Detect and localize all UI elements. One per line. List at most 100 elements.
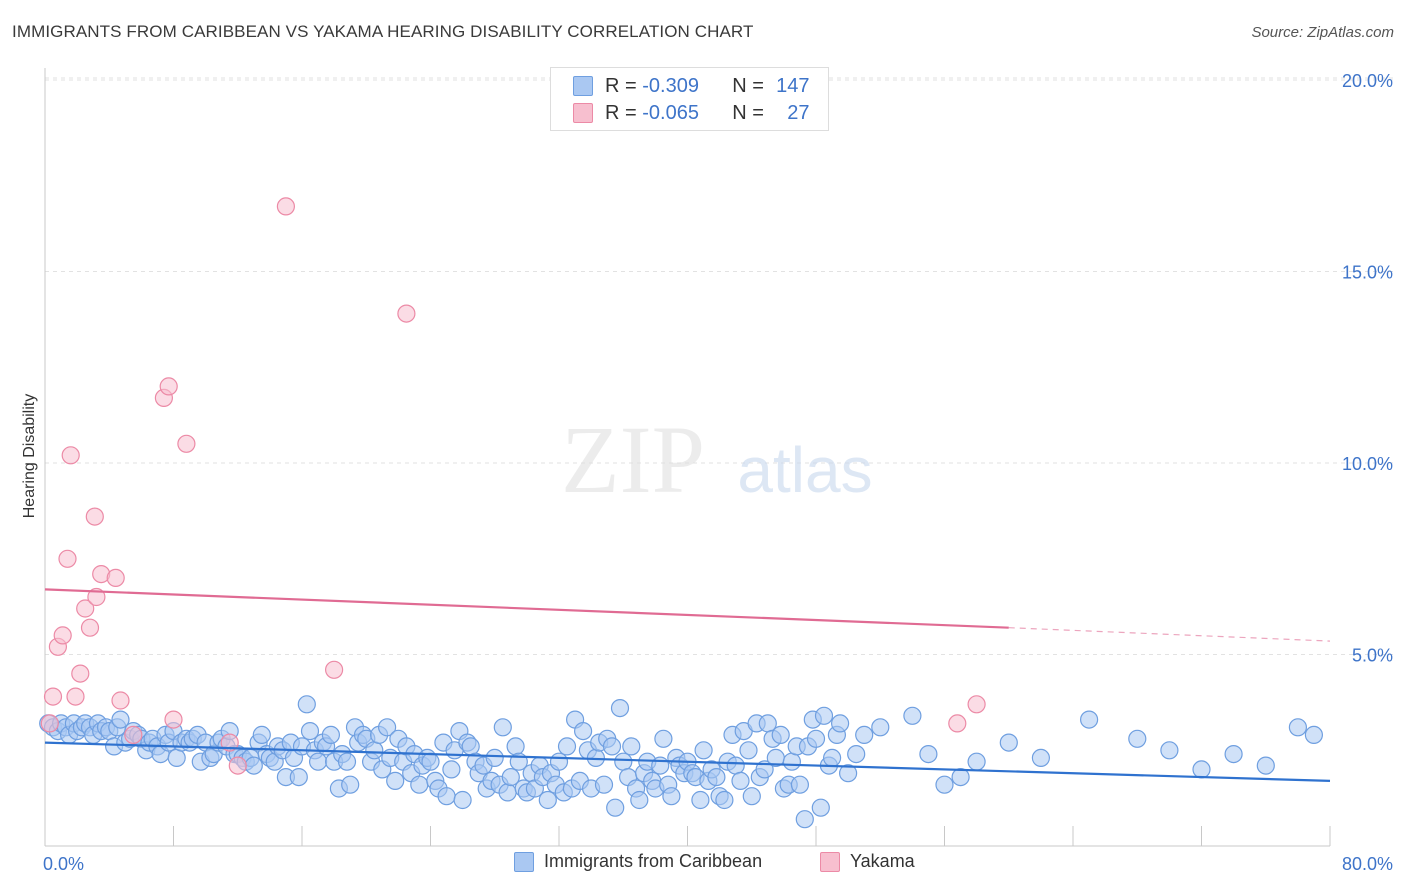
data-point-caribbean [847, 744, 866, 764]
chart-title: IMMIGRANTS FROM CARIBBEAN VS YAKAMA HEAR… [12, 22, 754, 41]
data-point-caribbean [167, 748, 186, 768]
trend-lines [44, 588, 1331, 782]
data-point-caribbean [538, 790, 557, 810]
trend-line-yakama-extension [1008, 627, 1331, 642]
legend-r-label: R = [605, 101, 637, 124]
data-point-caribbean [1160, 741, 1179, 760]
trend-line-caribbean [44, 741, 1331, 782]
data-point-caribbean [386, 771, 405, 791]
legend-r-label: R = [605, 74, 637, 97]
legend-r-value: -0.065 [642, 101, 699, 124]
data-point-caribbean [410, 775, 429, 794]
data-point-yakama [276, 197, 295, 216]
x-tick-label: 80.0% [1342, 854, 1393, 874]
data-point-caribbean [806, 729, 826, 748]
data-point-yakama [397, 304, 416, 323]
tick-labels: 5.0% 10.0% 15.0% 20.0% 0.0% 80.0% [43, 71, 1393, 874]
legend-n-value: 147 [776, 74, 810, 97]
legend-n-label: N = [732, 74, 764, 97]
data-point-caribbean [289, 767, 308, 787]
data-point-yakama [71, 664, 90, 683]
data-point-caribbean [421, 752, 440, 771]
legend-swatch-yakama [820, 851, 840, 872]
data-point-caribbean [951, 767, 970, 787]
data-point-caribbean [549, 752, 569, 771]
data-point-yakama [967, 695, 986, 714]
data-point-caribbean [707, 767, 726, 787]
data-point-caribbean [1079, 710, 1099, 729]
data-point-caribbean [378, 718, 397, 737]
data-point-caribbean [557, 737, 577, 756]
data-point-caribbean [771, 725, 790, 745]
data-point-yakama [111, 691, 130, 710]
data-point-yakama [58, 549, 77, 568]
data-point-caribbean [871, 718, 890, 737]
series-yakama-points [40, 197, 986, 775]
legend-swatch-yakama [573, 103, 593, 123]
data-point-caribbean [442, 760, 461, 779]
data-point-caribbean [493, 718, 512, 737]
data-point-yakama [124, 725, 143, 745]
data-point-yakama [53, 626, 72, 645]
legend-swatch-caribbean [514, 851, 534, 872]
data-point-caribbean [1192, 760, 1211, 779]
data-point-caribbean [485, 748, 504, 768]
data-point-yakama [177, 434, 196, 453]
data-point-caribbean [739, 741, 758, 760]
legend-item-caribbean[interactable]: Immigrants from Caribbean [514, 851, 762, 872]
grid-lines [45, 77, 1393, 655]
data-point-caribbean [1031, 748, 1051, 768]
data-point-caribbean [602, 737, 622, 756]
data-point-yakama [948, 714, 967, 733]
data-point-caribbean [855, 725, 874, 745]
legend-swatch-caribbean [573, 76, 593, 96]
data-point-caribbean [506, 737, 525, 756]
data-point-caribbean [321, 725, 340, 745]
data-point-yakama [66, 687, 85, 706]
x-tick-label: 0.0% [43, 854, 84, 874]
data-point-caribbean [341, 775, 360, 794]
data-point-caribbean [1256, 756, 1275, 775]
y-tick-label: 5.0% [1352, 646, 1393, 666]
data-point-caribbean [461, 737, 480, 756]
data-point-yakama [85, 507, 104, 526]
data-point-caribbean [365, 741, 384, 760]
data-point-caribbean [501, 767, 520, 787]
data-point-caribbean [1304, 725, 1324, 745]
legend-item-yakama[interactable]: Yakama [820, 851, 915, 872]
data-point-caribbean [782, 752, 802, 771]
data-point-caribbean [838, 764, 858, 783]
data-point-caribbean [337, 752, 357, 771]
data-point-caribbean [662, 787, 681, 806]
y-tick-label: 15.0% [1342, 263, 1393, 283]
watermark-zip: ZIP [561, 406, 705, 513]
data-point-caribbean [967, 752, 986, 771]
legend-n-value: 27 [787, 101, 810, 124]
data-point-caribbean [111, 710, 130, 729]
legend-row-caribbean: R = -0.309 N = 147 [573, 74, 810, 98]
legend-row-yakama: R = -0.065 N = 27 [573, 101, 810, 125]
data-point-caribbean [606, 798, 625, 817]
data-point-yakama [164, 710, 183, 729]
trend-line-yakama [44, 588, 1009, 629]
data-point-caribbean [830, 714, 850, 733]
data-point-caribbean [453, 790, 472, 810]
data-point-caribbean [630, 790, 649, 810]
data-point-caribbean [822, 748, 842, 768]
data-point-caribbean [1288, 718, 1308, 737]
data-point-caribbean [594, 775, 614, 794]
y-tick-label: 10.0% [1342, 454, 1393, 474]
data-point-caribbean [1224, 744, 1243, 764]
data-point-caribbean [715, 790, 734, 810]
data-point-yakama [220, 733, 239, 752]
legend-label-caribbean: Immigrants from Caribbean [544, 851, 763, 871]
data-point-caribbean [790, 775, 810, 794]
data-point-caribbean [811, 798, 830, 817]
data-point-yakama [61, 446, 80, 465]
data-point-caribbean [814, 706, 834, 725]
data-point-caribbean [498, 783, 517, 802]
data-point-caribbean [1128, 729, 1147, 748]
data-point-yakama [43, 687, 63, 706]
data-point-yakama [106, 568, 125, 588]
